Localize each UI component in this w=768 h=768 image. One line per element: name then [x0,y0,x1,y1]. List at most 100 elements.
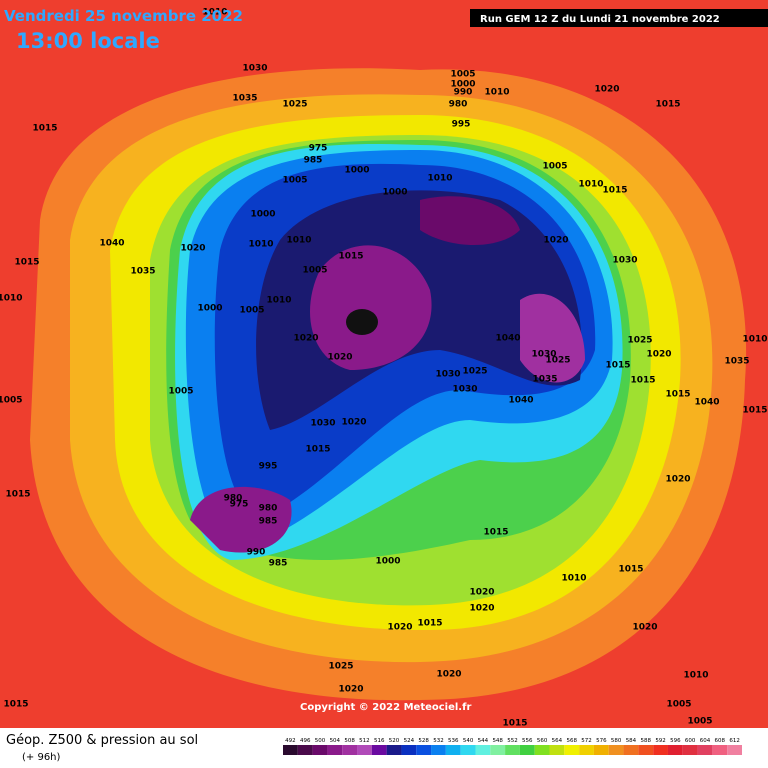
isobar-label: 1010 [248,240,273,250]
run-box [470,9,768,27]
isobar-label: 1025 [282,100,307,110]
isobar-label: 1015 [5,490,30,500]
isobar-label: 1005 [282,176,307,186]
scale-label: 576 [596,738,607,744]
isobar-label: 1015 [32,124,57,134]
isobar-label: 1015 [618,565,643,575]
isobar-label: 1000 [375,557,400,567]
isobar-label: 985 [304,156,323,166]
isobar-label: 1030 [310,419,335,429]
scale-label: 604 [700,738,711,744]
scale-swatch [549,745,565,755]
isobar-label: 1010 [202,8,227,18]
isobar-label: 1005 [302,266,327,276]
isobar-label: 990 [454,88,473,98]
scale-swatch [519,745,535,755]
isobar-label: 1015 [742,406,767,416]
isobar-label: 1020 [469,604,494,614]
isobar-labels: 1010103010351025101510051000990980101099… [0,8,768,729]
isobar-label: 980 [449,100,468,110]
scale-label: 536 [448,738,459,744]
color-scale: 492 496 500 504 508 512 516 520 524 528 532 536 540 5… [283,738,742,755]
isobar-label: 1015 [602,186,627,196]
isobar-label: 1000 [382,188,407,198]
isobar-label: 1010 [683,671,708,681]
isobar-label: 1035 [232,94,257,104]
isobar-label: 1010 [427,174,452,184]
isobar-label: 1020 [436,670,461,680]
scale-swatch [697,745,713,755]
scale-label: 564 [552,738,563,744]
isobar-label: 1015 [305,445,330,455]
isobar-label: 985 [269,559,288,569]
isobar-label: 1010 [561,574,586,584]
scale-label: 540 [463,738,474,744]
scale-label: 556 [522,738,533,744]
isobar-label: 995 [452,120,471,130]
isobar-label: 1015 [655,100,680,110]
scale-swatch [534,745,550,755]
scale-label: 580 [611,738,622,744]
scale-label: 492 [285,738,296,744]
scale-swatch [593,745,609,755]
isobar-label: 1005 [687,717,712,727]
isobar-label: 1030 [435,370,460,380]
isobar-label: 1020 [341,418,366,428]
isobar-label: 1020 [327,353,352,363]
isobar-label: 1040 [495,334,520,344]
isobar-label: 1010 [266,296,291,306]
scale-swatch [445,745,461,755]
isobar-label: 1005 [542,162,567,172]
scale-swatch [327,745,343,755]
isobar-label: 1015 [483,528,508,538]
scale-swatch [623,745,639,755]
isobar-label: 1020 [646,350,671,360]
isobar-label: 1000 [450,80,475,90]
isobar-label: 990 [247,548,266,558]
scale-swatch [416,745,432,755]
isobar-label: 1015 [605,361,630,371]
isobar-label: 980 [259,504,278,514]
scale-label: 528 [418,738,429,744]
isobar-label: 1040 [99,239,124,249]
isobar-label: 975 [309,144,328,154]
isobar-label: 1000 [344,166,369,176]
scale-label: 532 [433,738,444,744]
isobar-label: 1005 [0,396,23,406]
footer-lead: (+ 96h) [22,752,61,763]
isobar-label: 1035 [130,267,155,277]
scale-label: 612 [729,738,740,744]
isobar-label: 1035 [724,357,749,367]
isobar-label: 1020 [180,244,205,254]
isobar-label: 1005 [666,700,691,710]
isobar-label: 985 [259,517,278,527]
time: 13:00 locale [16,29,160,53]
isobar-label: 1040 [694,398,719,408]
isobar-label: 1030 [242,64,267,74]
scale-swatch [564,745,580,755]
scale-swatch [401,745,417,755]
isobar-label: 1015 [14,258,39,268]
scale-swatch [682,745,698,755]
scale-label: 496 [300,738,311,744]
copyright: Copyright © 2022 Meteociel.fr [300,702,471,713]
scale-swatch [712,745,728,755]
isobar-label: 1010 [484,88,509,98]
isobar-label: 1000 [250,210,275,220]
isobar-label: 1025 [328,662,353,672]
isobar-label: 1030 [452,385,477,395]
scale-swatch [371,745,387,755]
scale-swatch [431,745,446,755]
isobar-label: 1005 [450,70,475,80]
isobar-label: 1015 [630,376,655,386]
scale-swatch [297,745,313,755]
isobar-label: 980 [224,494,243,504]
scale-swatch [579,745,594,755]
scale-swatch [638,745,654,755]
scale-label: 512 [359,738,370,744]
isobar-label: 1000 [197,304,222,314]
scale-swatch [342,745,358,755]
isobar-label: 1020 [543,236,568,246]
isobar-label: 1040 [508,396,533,406]
isobar-label: 1015 [3,700,28,710]
